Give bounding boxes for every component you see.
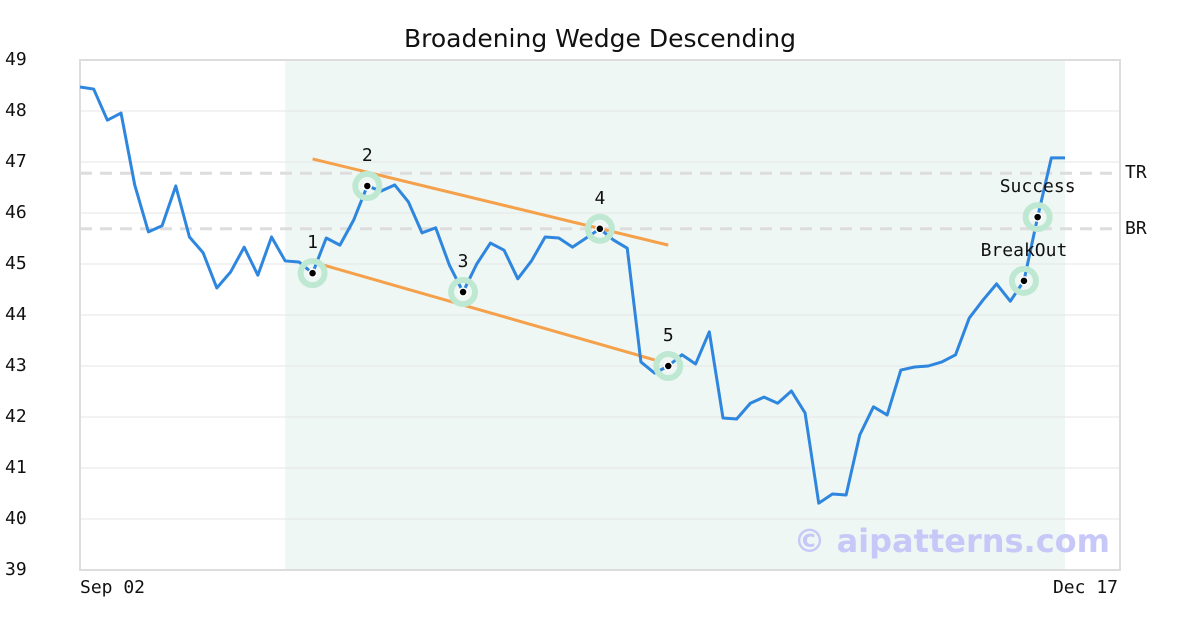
annotation-label: 5 (663, 325, 674, 346)
annotation-label: Success (1000, 176, 1076, 197)
annotation-halo (1022, 202, 1053, 233)
annotation-halo (1008, 265, 1039, 296)
annotation-dot (595, 224, 605, 234)
y-tick-label: 42 (5, 406, 27, 427)
y-tick-label: 48 (5, 100, 27, 121)
annotation-halo (297, 258, 328, 289)
annotation-dot (362, 181, 373, 191)
watermark: © aipatterns.com (793, 522, 1110, 560)
annotation-label: 3 (458, 251, 469, 272)
price-line (79, 85, 1065, 505)
annotation-label: BreakOut (981, 240, 1068, 261)
y-tick-label: 44 (5, 304, 27, 325)
level-label: TR (1125, 162, 1147, 183)
annotation-halo (653, 351, 684, 381)
level-label: BR (1125, 218, 1147, 239)
x-tick-label: Sep 02 (80, 577, 145, 598)
y-tick-label: 43 (5, 355, 27, 376)
annotation-halo (584, 213, 615, 244)
trendline (312, 260, 655, 362)
annotation-dot (1032, 212, 1043, 222)
y-tick-label: 45 (5, 253, 27, 274)
y-tick-label: 40 (5, 508, 27, 529)
annotation-dot (1019, 276, 1029, 286)
annotation-halo (448, 277, 479, 308)
annotation-dot (307, 268, 318, 278)
x-tick-label: Dec 17 (1053, 577, 1118, 598)
annotation-label: 4 (594, 188, 605, 209)
y-tick-label: 41 (5, 457, 27, 478)
annotation-label: 1 (307, 232, 318, 253)
annotation-dot (458, 287, 468, 297)
y-tick-label: 39 (5, 559, 27, 580)
y-tick-label: 46 (5, 202, 27, 223)
chart-title: Broadening Wedge Descending (404, 24, 796, 53)
y-tick-label: 49 (5, 49, 27, 70)
plot-frame (79, 59, 1121, 571)
annotation-dot (663, 361, 674, 371)
y-tick-label: 47 (5, 151, 27, 172)
annotation-halo (352, 170, 383, 201)
annotation-label: 2 (362, 145, 373, 166)
